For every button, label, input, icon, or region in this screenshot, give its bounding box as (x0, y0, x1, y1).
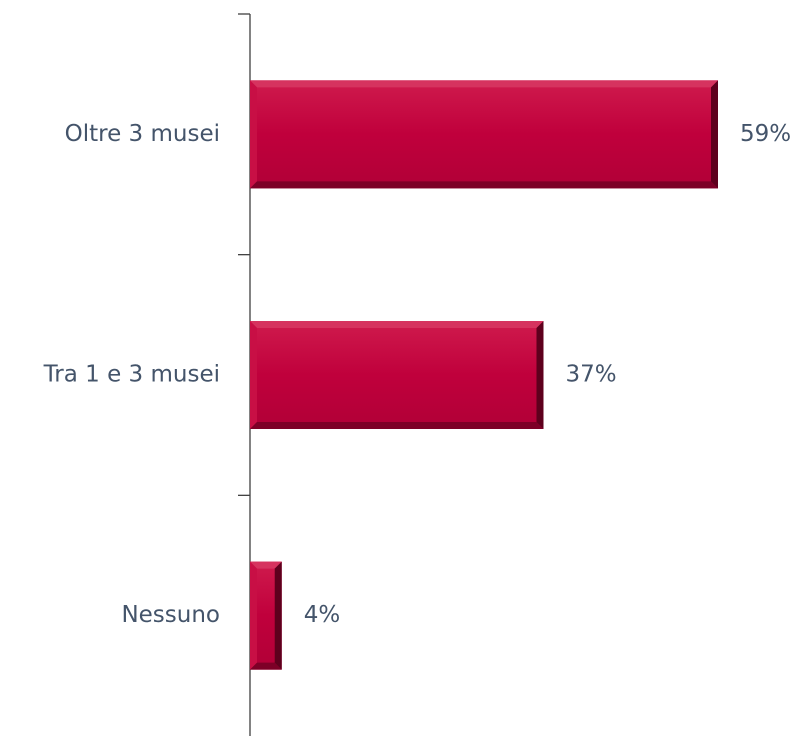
labels: Oltre 3 musei 59% Tra 1 e 3 musei 37% Nessun… (43, 121, 792, 628)
bars (250, 80, 718, 670)
bar-bevel-top (250, 561, 282, 569)
bar-bevel-right (711, 80, 718, 189)
bar-bevel-bottom (250, 662, 282, 670)
category-label: Oltre 3 musei (65, 121, 220, 147)
bar-bevel-right (536, 321, 544, 429)
bar-bevel-bottom (250, 422, 544, 429)
bar-bevel-top (250, 321, 544, 328)
bar-body (250, 80, 718, 189)
bar-body (250, 321, 544, 429)
category-axis (238, 13, 251, 736)
value-label: 37% (565, 362, 616, 388)
bar-bevel-right (274, 561, 282, 670)
value-label: 4% (304, 602, 341, 628)
bar-bevel-left (250, 321, 257, 429)
bar-bevel-left (250, 561, 257, 670)
bar (250, 80, 718, 189)
bar (250, 561, 282, 670)
value-label: 59% (740, 121, 791, 147)
bar-bevel-bottom (250, 181, 718, 189)
bar-bevel-top (250, 80, 718, 88)
bar (250, 321, 544, 429)
category-label: Nessuno (121, 602, 220, 628)
category-label: Tra 1 e 3 musei (43, 362, 220, 388)
bar-bevel-left (250, 80, 257, 189)
